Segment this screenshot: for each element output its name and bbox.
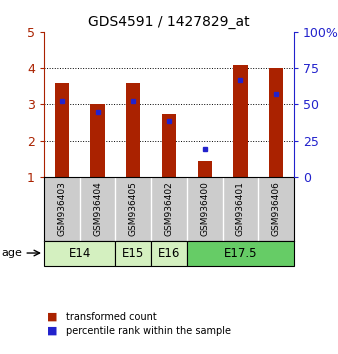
Text: GSM936404: GSM936404 — [93, 181, 102, 236]
Text: age: age — [1, 248, 22, 258]
Text: ■: ■ — [47, 326, 58, 336]
FancyBboxPatch shape — [44, 241, 115, 266]
Text: GSM936406: GSM936406 — [272, 181, 281, 236]
Bar — [269, 68, 283, 177]
Bar — [198, 161, 212, 177]
Text: GSM936400: GSM936400 — [200, 181, 209, 236]
Bar — [55, 83, 69, 177]
Text: GSM936405: GSM936405 — [129, 181, 138, 236]
FancyBboxPatch shape — [151, 241, 187, 266]
FancyBboxPatch shape — [187, 241, 294, 266]
Text: percentile rank within the sample: percentile rank within the sample — [66, 326, 231, 336]
FancyBboxPatch shape — [115, 241, 151, 266]
Text: E16: E16 — [158, 246, 180, 259]
Text: E15: E15 — [122, 246, 144, 259]
Text: E14: E14 — [69, 246, 91, 259]
Text: GSM936401: GSM936401 — [236, 181, 245, 236]
Text: E17.5: E17.5 — [224, 246, 257, 259]
Text: ■: ■ — [47, 312, 58, 322]
Text: transformed count: transformed count — [66, 312, 156, 322]
Text: GSM936403: GSM936403 — [57, 181, 66, 236]
Text: GSM936402: GSM936402 — [165, 181, 173, 236]
Title: GDS4591 / 1427829_at: GDS4591 / 1427829_at — [88, 16, 250, 29]
Bar — [90, 104, 105, 177]
Bar — [126, 83, 140, 177]
Bar — [162, 114, 176, 177]
Bar — [233, 64, 248, 177]
